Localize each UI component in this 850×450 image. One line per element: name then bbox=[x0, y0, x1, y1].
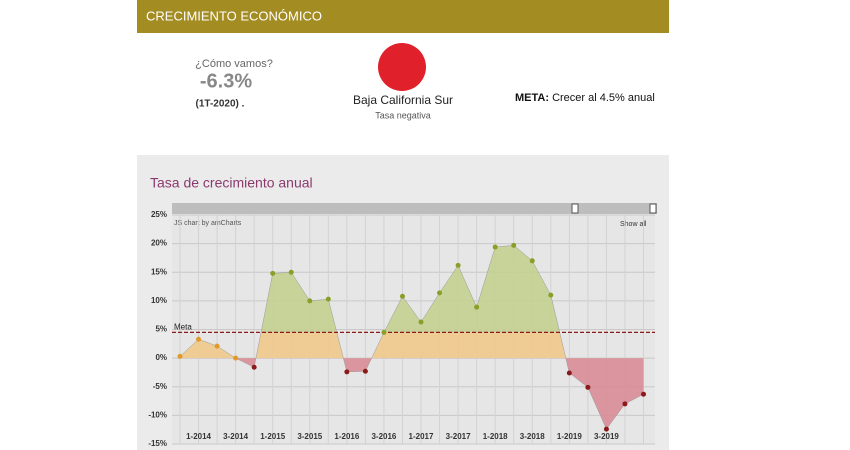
x-tick-label: 3-2015 bbox=[297, 432, 322, 441]
y-tick-label: -10% bbox=[148, 410, 167, 419]
point bbox=[455, 262, 461, 268]
goal: META: Crecer al 4.5% anual bbox=[515, 92, 655, 104]
point bbox=[325, 296, 331, 302]
x-tick-label: 3-2018 bbox=[520, 432, 545, 441]
y-tick-label: 0% bbox=[155, 353, 167, 362]
point bbox=[381, 329, 387, 335]
credit: JS chart by amCharts bbox=[174, 220, 242, 227]
question: ¿Cómo vamos? bbox=[195, 58, 273, 70]
y-tick-label: 15% bbox=[151, 267, 167, 276]
area bbox=[261, 245, 560, 333]
status: Tasa negativa bbox=[375, 110, 431, 120]
y-tick-label: -5% bbox=[153, 382, 167, 391]
x-tick-label: 3-2017 bbox=[446, 432, 471, 441]
point bbox=[603, 426, 609, 432]
plot: -15% -10% -5% 0% 5% 10% 15% 20% 25% 1-2014 3-2014 1… bbox=[148, 210, 655, 448]
goal-label: META: bbox=[515, 92, 549, 104]
y-tick-label: 10% bbox=[151, 296, 167, 305]
chart-title: Tasa de crecimiento anual bbox=[150, 175, 313, 191]
point bbox=[474, 304, 480, 310]
point bbox=[548, 292, 554, 298]
point bbox=[214, 343, 220, 349]
y-tick-label: -15% bbox=[148, 439, 167, 448]
header-title: CRECIMIENTO ECONÓMICO bbox=[146, 8, 322, 23]
point bbox=[251, 364, 257, 370]
point bbox=[362, 368, 368, 374]
show-all[interactable]: Show all bbox=[620, 221, 647, 228]
scrollbar[interactable] bbox=[172, 203, 657, 214]
point bbox=[177, 353, 183, 359]
point bbox=[288, 269, 294, 275]
point bbox=[529, 258, 535, 264]
x-tick-label: 1-2017 bbox=[409, 432, 434, 441]
point bbox=[641, 391, 646, 397]
x-tick-label: 1-2014 bbox=[186, 432, 211, 441]
x-tick-label: 1-2019 bbox=[557, 432, 582, 441]
point bbox=[585, 384, 591, 390]
point bbox=[270, 270, 276, 276]
scroll-handle[interactable] bbox=[649, 203, 657, 214]
goal-text: Crecer al 4.5% anual bbox=[552, 92, 655, 104]
header-bar bbox=[137, 0, 669, 33]
state: Baja California Sur bbox=[353, 93, 453, 107]
meta-label: Meta bbox=[174, 322, 192, 331]
x-tick-label: 1-2018 bbox=[483, 432, 508, 441]
area bbox=[180, 332, 566, 359]
line bbox=[179, 245, 644, 430]
point bbox=[196, 336, 202, 342]
point bbox=[622, 401, 628, 407]
x-tick-label: 3-2019 bbox=[594, 432, 619, 441]
point bbox=[566, 370, 572, 376]
y-tick-label: 25% bbox=[151, 210, 167, 219]
status-indicator bbox=[378, 43, 426, 91]
current-value: -6.3% bbox=[200, 70, 252, 92]
y-tick-label: 20% bbox=[151, 239, 167, 248]
x-tick-label: 1-2016 bbox=[334, 432, 359, 441]
scroll-handle[interactable] bbox=[571, 203, 579, 214]
point bbox=[344, 369, 350, 375]
point bbox=[233, 355, 239, 361]
y-tick-label: 5% bbox=[155, 325, 167, 334]
area bbox=[180, 358, 644, 430]
point bbox=[437, 290, 443, 296]
point bbox=[307, 298, 313, 304]
x-tick-label: 1-2015 bbox=[260, 432, 285, 441]
period: (1T-2020) . bbox=[196, 99, 245, 110]
point bbox=[399, 293, 405, 299]
point bbox=[511, 242, 517, 248]
x-tick-label: 3-2016 bbox=[371, 432, 396, 441]
x-tick-label: 3-2014 bbox=[223, 432, 248, 441]
point bbox=[418, 319, 424, 325]
point bbox=[492, 244, 498, 250]
